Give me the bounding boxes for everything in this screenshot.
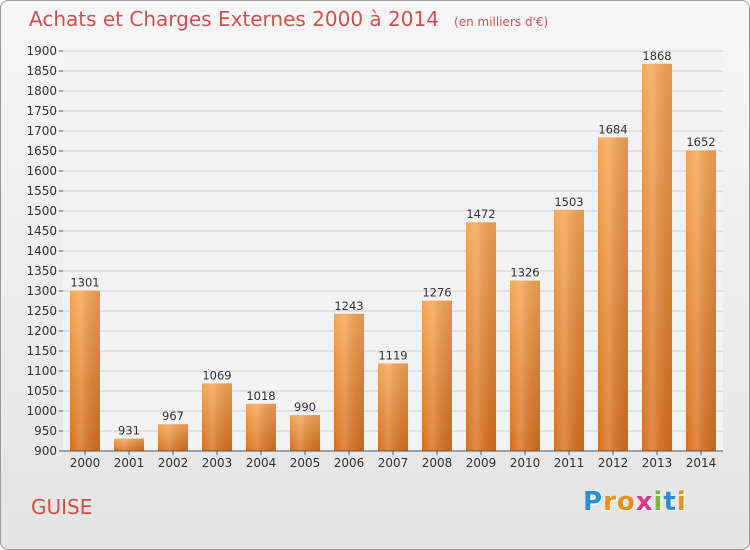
- y-tick-label: 1750: [26, 104, 57, 118]
- bar-shine-2007: [378, 363, 408, 451]
- y-tick-label: 1100: [26, 364, 57, 378]
- value-label-2007: 1119: [378, 348, 407, 362]
- logo-letter: i: [676, 487, 687, 517]
- y-tick-label: 1550: [26, 184, 57, 198]
- bar-shine-2014: [686, 150, 716, 451]
- value-label-2006: 1243: [334, 299, 363, 313]
- y-tick-label: 1900: [26, 44, 57, 58]
- value-label-2000: 1301: [70, 276, 99, 290]
- x-axis-ticks: 2000 2001 2002 2003 2004 2005 2006 2007 2008 2009…: [70, 451, 717, 470]
- y-tick-label: 1500: [26, 204, 57, 218]
- bar-shine-2011: [554, 209, 584, 451]
- x-tick-label-2012: 2012: [598, 456, 629, 470]
- value-label-2004: 1018: [246, 389, 275, 403]
- logo-letter: P: [583, 487, 604, 517]
- bar-shine-2006: [334, 313, 364, 451]
- y-tick-label: 950: [34, 424, 57, 438]
- value-label-2014: 1652: [686, 135, 715, 149]
- y-tick-label: 1600: [26, 164, 57, 178]
- logo-letter: t: [663, 487, 677, 517]
- bar-shine-2002: [158, 424, 188, 451]
- value-label-2012: 1684: [598, 122, 627, 136]
- bar-shine-2012: [598, 137, 628, 451]
- value-label-2002: 967: [162, 409, 184, 423]
- y-tick-label: 1650: [26, 144, 57, 158]
- bar-shine-2004: [246, 403, 276, 451]
- value-label-2009: 1472: [466, 207, 495, 221]
- bar-shine-2008: [422, 300, 452, 451]
- value-label-2005: 990: [294, 400, 316, 414]
- y-tick-label: 1850: [26, 64, 57, 78]
- city-name: GUISE: [31, 495, 93, 519]
- y-tick-label: 1000: [26, 404, 57, 418]
- bar-shine-2005: [290, 415, 320, 451]
- x-tick-label-2006: 2006: [334, 456, 365, 470]
- x-tick-label-2007: 2007: [378, 456, 409, 470]
- x-tick-label-2010: 2010: [510, 456, 541, 470]
- value-label-2001: 931: [118, 424, 140, 438]
- bar-shine-2013: [642, 63, 672, 452]
- x-tick-label-2011: 2011: [554, 456, 585, 470]
- y-tick-label: 1450: [26, 224, 57, 238]
- value-label-2010: 1326: [510, 266, 539, 280]
- y-tick-label: 1050: [26, 384, 57, 398]
- value-label-2011: 1503: [554, 195, 583, 209]
- bar-shine-2001: [114, 438, 144, 451]
- bar-shine-2009: [466, 222, 496, 451]
- logo-letter: o: [616, 487, 636, 517]
- value-label-2008: 1276: [422, 286, 451, 300]
- x-tick-label-2004: 2004: [246, 456, 277, 470]
- bar-shine-2000: [70, 290, 100, 451]
- y-axis-ticks: 900 950 1000 1050 1100 1150 1200 1250 1300 1350 14…: [26, 44, 63, 458]
- x-tick-label-2003: 2003: [202, 456, 233, 470]
- x-tick-label-2008: 2008: [422, 456, 453, 470]
- bar-shine-2010: [510, 280, 540, 451]
- logo-letter: x: [635, 487, 654, 517]
- x-tick-label-2000: 2000: [70, 456, 101, 470]
- x-tick-label-2014: 2014: [686, 456, 717, 470]
- chart-title-unit: (en milliers d'€): [454, 15, 549, 29]
- y-tick-label: 1200: [26, 324, 57, 338]
- x-tick-label-2013: 2013: [642, 456, 673, 470]
- value-label-2013: 1868: [642, 49, 671, 63]
- proxiti-logo: Proxiti: [583, 487, 687, 517]
- y-tick-label: 1800: [26, 84, 57, 98]
- bars: 1301 931 967 1069 1018 990 1243 1119 1276 1472 132…: [70, 49, 716, 452]
- logo-letter: r: [603, 487, 617, 517]
- y-tick-label: 1300: [26, 284, 57, 298]
- x-tick-label-2009: 2009: [466, 456, 497, 470]
- y-tick-label: 1700: [26, 124, 57, 138]
- y-tick-label: 900: [34, 444, 57, 458]
- bar-shine-2003: [202, 383, 232, 451]
- x-tick-label-2001: 2001: [114, 456, 145, 470]
- x-tick-label-2005: 2005: [290, 456, 321, 470]
- y-tick-label: 1400: [26, 244, 57, 258]
- x-tick-label-2002: 2002: [158, 456, 189, 470]
- value-label-2003: 1069: [202, 368, 231, 382]
- y-tick-label: 1150: [26, 344, 57, 358]
- logo-letter: i: [653, 487, 664, 517]
- chart-title: Achats et Charges Externes 2000 à 2014 (…: [29, 7, 548, 31]
- y-tick-label: 1350: [26, 264, 57, 278]
- y-tick-label: 1250: [26, 304, 57, 318]
- chart-title-main: Achats et Charges Externes 2000 à 2014: [29, 7, 439, 31]
